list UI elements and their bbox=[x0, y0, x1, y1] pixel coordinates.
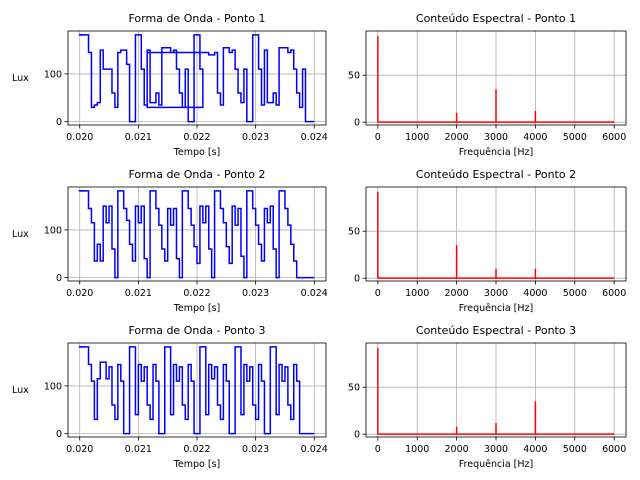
subplot-3: 0.020 0.021 0.022 0.023 0.024 0 100 Forma de On… bbox=[12, 168, 328, 314]
y-tick-label: 50 bbox=[348, 383, 360, 394]
x-tick-label: 0.022 bbox=[183, 444, 210, 455]
subplot-6: 0 1000 2000 3000 4000 5000 6000 0 50 Conteúdo Esp… bbox=[348, 324, 627, 470]
y-tick-label: 0 bbox=[354, 274, 360, 285]
subplot-5: 0.020 0.021 0.022 0.023 0.024 0 100 Forma de On… bbox=[12, 324, 328, 470]
y-axis-label: Lux bbox=[12, 73, 29, 84]
y-tick-label: 0 bbox=[56, 117, 62, 128]
x-tick-label: 0.021 bbox=[125, 288, 152, 299]
y-axis-label: Lux bbox=[12, 229, 29, 240]
x-tick-label: 0.024 bbox=[301, 132, 328, 143]
x-tick-label: 0.024 bbox=[301, 288, 328, 299]
waveform-series-line bbox=[79, 34, 315, 123]
x-tick-label: 1000 bbox=[405, 288, 429, 299]
subplot-4: 0 1000 2000 3000 4000 5000 6000 0 50 Conteúdo Esp… bbox=[348, 168, 627, 314]
x-tick-label: 2000 bbox=[445, 288, 469, 299]
x-tick-label: 6000 bbox=[602, 132, 626, 143]
x-tick-label: 0 bbox=[375, 288, 381, 299]
x-axis-label: Frequência [Hz] bbox=[459, 303, 533, 314]
y-tick-label: 50 bbox=[348, 71, 360, 82]
x-tick-label: 3000 bbox=[484, 132, 508, 143]
x-axis-label: Frequência [Hz] bbox=[459, 147, 533, 158]
x-tick-label: 3000 bbox=[484, 288, 508, 299]
x-tick-label: 0.023 bbox=[242, 288, 269, 299]
y-axis-label: Lux bbox=[12, 385, 29, 396]
x-tick-label: 4000 bbox=[523, 288, 547, 299]
waveform-series-line bbox=[79, 346, 315, 435]
x-tick-label: 1000 bbox=[405, 444, 429, 455]
x-tick-label: 0.024 bbox=[301, 444, 328, 455]
x-tick-label: 4000 bbox=[523, 444, 547, 455]
y-tick-label: 100 bbox=[44, 381, 62, 392]
y-tick-label: 0 bbox=[56, 429, 62, 440]
x-tick-label: 0.020 bbox=[66, 132, 93, 143]
x-tick-label: 6000 bbox=[602, 444, 626, 455]
x-tick-label: 0.022 bbox=[183, 132, 210, 143]
y-tick-label: 0 bbox=[354, 430, 360, 441]
y-tick-label: 50 bbox=[348, 227, 360, 238]
x-tick-label: 0.021 bbox=[125, 132, 152, 143]
y-tick-label: 0 bbox=[354, 118, 360, 129]
x-tick-label: 1000 bbox=[405, 132, 429, 143]
x-tick-label: 2000 bbox=[445, 132, 469, 143]
x-axis-label: Tempo [s] bbox=[173, 303, 221, 314]
x-tick-label: 0.020 bbox=[66, 288, 93, 299]
x-tick-label: 0.023 bbox=[242, 132, 269, 143]
x-tick-label: 5000 bbox=[563, 132, 587, 143]
x-axis-label: Frequência [Hz] bbox=[459, 459, 533, 470]
x-tick-label: 0.020 bbox=[66, 444, 93, 455]
x-tick-label: 0.021 bbox=[125, 444, 152, 455]
subplot-title: Conteúdo Espectral - Ponto 3 bbox=[416, 324, 576, 337]
x-tick-label: 0.022 bbox=[183, 288, 210, 299]
subplot-title: Forma de Onda - Ponto 1 bbox=[129, 12, 266, 25]
subplot-1: 0.020 0.021 0.022 0.023 0.024 0 100 Forma de On… bbox=[12, 12, 328, 158]
y-tick-label: 100 bbox=[44, 69, 62, 80]
x-axis-label: Tempo [s] bbox=[173, 459, 221, 470]
x-axis-label: Tempo [s] bbox=[173, 147, 221, 158]
x-tick-label: 5000 bbox=[563, 288, 587, 299]
subplot-title: Conteúdo Espectral - Ponto 1 bbox=[416, 12, 576, 25]
waveform-series-line bbox=[79, 190, 315, 279]
x-tick-label: 4000 bbox=[523, 132, 547, 143]
x-tick-label: 0 bbox=[375, 444, 381, 455]
x-tick-label: 2000 bbox=[445, 444, 469, 455]
x-tick-label: 3000 bbox=[484, 444, 508, 455]
x-tick-label: 0.023 bbox=[242, 444, 269, 455]
subplot-2: 0 1000 2000 3000 4000 5000 6000 0 50 Conteúdo Esp… bbox=[348, 12, 627, 158]
x-tick-label: 6000 bbox=[602, 288, 626, 299]
subplot-title: Conteúdo Espectral - Ponto 2 bbox=[416, 168, 576, 181]
y-tick-label: 100 bbox=[44, 225, 62, 236]
subplot-title: Forma de Onda - Ponto 2 bbox=[129, 168, 266, 181]
x-tick-label: 5000 bbox=[563, 444, 587, 455]
y-tick-label: 0 bbox=[56, 273, 62, 284]
subplot-title: Forma de Onda - Ponto 3 bbox=[129, 324, 266, 337]
x-tick-label: 0 bbox=[375, 132, 381, 143]
